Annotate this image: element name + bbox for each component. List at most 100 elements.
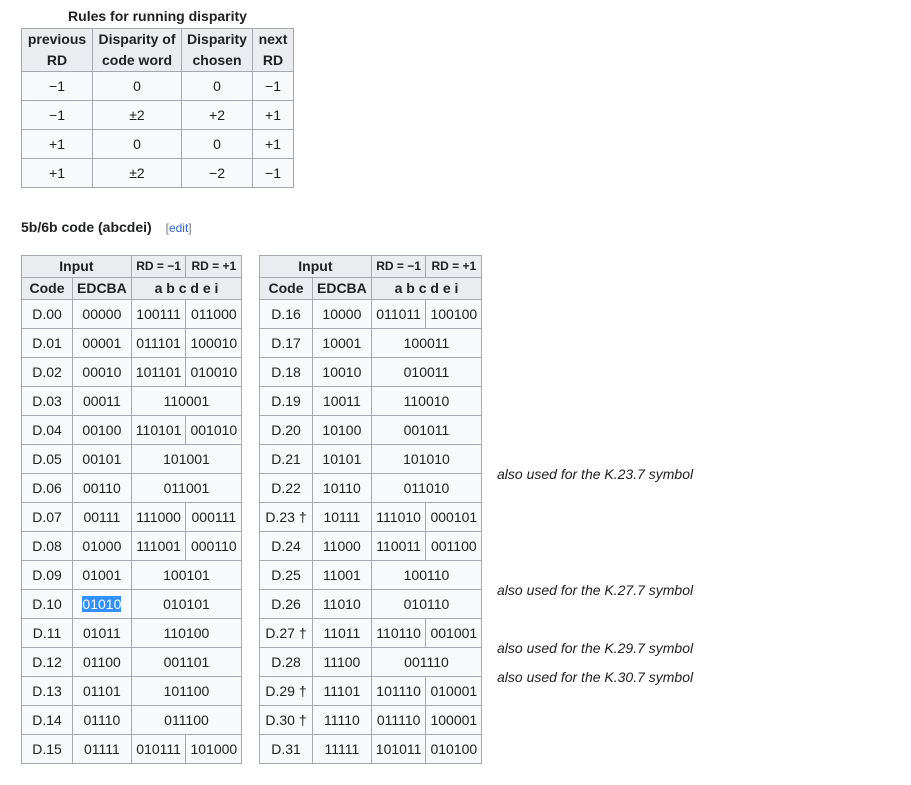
edcba-value: 11000 bbox=[322, 537, 361, 554]
table-row: D.18 10010 010011 bbox=[259, 357, 483, 387]
table-row: D.26 11010 010110 bbox=[259, 589, 483, 619]
table-row: D.00 00000 100111 011000 bbox=[21, 299, 243, 329]
abcdei-cell: 110001 bbox=[130, 386, 243, 416]
code-cell: D.21 bbox=[259, 444, 313, 474]
rd-row: +1 ±2 −2 −1 bbox=[21, 158, 294, 188]
edcba-value: 10001 bbox=[322, 334, 362, 351]
table-row: D.29 † 11101 101110 010001 bbox=[259, 676, 483, 706]
table-row: D.30 † 11110 011110 100001 bbox=[259, 705, 483, 735]
edcba-value: 01111 bbox=[83, 740, 120, 757]
table-row: D.28 11100 001110 bbox=[259, 647, 483, 677]
edcba-value: 11110 bbox=[323, 711, 360, 728]
header-input: Input bbox=[259, 255, 372, 278]
edcba-cell: 00010 bbox=[72, 357, 132, 387]
rd-minus-cell: 111010 bbox=[370, 502, 427, 532]
edcba-value: 01011 bbox=[82, 624, 121, 641]
edcba-cell: 10010 bbox=[312, 357, 372, 387]
code-cell: D.02 bbox=[21, 357, 73, 387]
edcba-value: 01001 bbox=[82, 566, 122, 583]
edcba-value: 00000 bbox=[82, 305, 122, 322]
rd-minus-cell: 110101 bbox=[130, 415, 187, 445]
abcdei-cell: 110010 bbox=[370, 386, 483, 416]
table-row: D.16 10000 011011 100100 bbox=[259, 299, 483, 329]
edcba-cell: 11101 bbox=[312, 676, 372, 706]
code-cell: D.03 bbox=[21, 386, 73, 416]
rd-plus-cell: 010001 bbox=[425, 676, 483, 706]
abcdei-cell: 110100 bbox=[130, 618, 243, 648]
code-cell: D.25 bbox=[259, 560, 313, 590]
edcba-cell: 11000 bbox=[312, 531, 372, 561]
edcba-value: 10100 bbox=[322, 421, 362, 438]
edit-link[interactable]: edit bbox=[168, 221, 189, 235]
rd-plus-cell: 011000 bbox=[185, 299, 243, 329]
code-cell: D.31 bbox=[259, 734, 313, 764]
edcba-value: 10010 bbox=[322, 363, 362, 380]
code-cell: D.00 bbox=[21, 299, 73, 329]
edcba-cell: 11111 bbox=[312, 734, 372, 764]
table-row: D.24 11000 110011 001100 bbox=[259, 531, 483, 561]
table-row: D.11 01011 110100 bbox=[21, 618, 243, 648]
edcba-cell: 10110 bbox=[312, 473, 372, 503]
edcba-value: 10110 bbox=[322, 479, 361, 496]
rd-plus-cell: 100100 bbox=[425, 299, 483, 329]
rd-plus-cell: 100010 bbox=[185, 328, 243, 358]
edcba-value: 00100 bbox=[82, 421, 122, 438]
abcdei-cell: 010011 bbox=[370, 357, 483, 387]
edcba-value: 00010 bbox=[82, 363, 122, 380]
abcdei-cell: 101100 bbox=[130, 676, 243, 706]
rd-minus-cell: 111000 bbox=[130, 502, 187, 532]
edcba-cell: 01011 bbox=[72, 618, 132, 648]
code-cell: D.12 bbox=[21, 647, 73, 677]
abcdei-cell: 011100 bbox=[130, 705, 243, 735]
rd-cell: −2 bbox=[181, 158, 253, 188]
code-cell: D.20 bbox=[259, 415, 313, 445]
edcba-value: 01101 bbox=[82, 682, 121, 699]
edcba-cell: 00101 bbox=[72, 444, 132, 474]
table-row: D.15 01111 010111 101000 bbox=[21, 734, 243, 764]
code-cell: D.30 † bbox=[259, 705, 313, 735]
code-cell: D.09 bbox=[21, 560, 73, 590]
rd-cell: 0 bbox=[181, 129, 253, 159]
edcba-value: 00101 bbox=[82, 450, 122, 467]
rd-cell: +2 bbox=[181, 100, 253, 130]
edcba-cell: 01110 bbox=[72, 705, 132, 735]
symbol-note: also used for the K.27.7 symbol bbox=[497, 582, 694, 598]
rd-cell: +1 bbox=[252, 100, 294, 130]
rd-cell: −1 bbox=[21, 71, 93, 101]
rd-row: −1 0 0 −1 bbox=[21, 71, 294, 101]
symbol-note: also used for the K.30.7 symbol bbox=[497, 669, 694, 685]
header-previous-rd: previous RD bbox=[21, 28, 93, 72]
running-disparity-table: Rules for running disparity previous RD … bbox=[21, 7, 294, 188]
edcba-cell: 01000 bbox=[72, 531, 132, 561]
edcba-cell: 00001 bbox=[72, 328, 132, 358]
edcba-value: 01100 bbox=[82, 653, 121, 670]
rd-row: −1 ±2 +2 +1 bbox=[21, 100, 294, 130]
header-rd-plus: RD = +1 bbox=[425, 255, 483, 278]
edcba-cell: 10011 bbox=[312, 386, 372, 416]
table-row: D.20 10100 001011 bbox=[259, 415, 483, 445]
edcba-value: 01000 bbox=[82, 537, 122, 554]
edcba-cell: 00000 bbox=[72, 299, 132, 329]
header-disparity-code-word: Disparity of code word bbox=[92, 28, 182, 72]
header-rd-plus: RD = +1 bbox=[185, 255, 243, 278]
running-disparity-caption: Rules for running disparity bbox=[68, 8, 247, 24]
table-row: D.07 00111 111000 000111 bbox=[21, 502, 243, 532]
table-row: D.01 00001 011101 100010 bbox=[21, 328, 243, 358]
header-edcba: EDCBA bbox=[72, 277, 132, 300]
edcba-cell: 11001 bbox=[312, 560, 372, 590]
rd-minus-cell: 011101 bbox=[130, 328, 187, 358]
code-cell: D.27 † bbox=[259, 618, 313, 648]
rd-minus-cell: 011110 bbox=[370, 705, 427, 735]
table-row: D.13 01101 101100 bbox=[21, 676, 243, 706]
rd-cell: +1 bbox=[21, 129, 93, 159]
code-cell: D.18 bbox=[259, 357, 313, 387]
header-code: Code bbox=[21, 277, 73, 300]
table-row: D.25 11001 100110 bbox=[259, 560, 483, 590]
rd-minus-cell: 101101 bbox=[130, 357, 187, 387]
symbol-note: also used for the K.23.7 symbol bbox=[497, 466, 694, 482]
abcdei-cell: 100101 bbox=[130, 560, 243, 590]
rd-plus-cell: 101000 bbox=[185, 734, 243, 764]
table-row: D.05 00101 101001 bbox=[21, 444, 243, 474]
edcba-value: 00011 bbox=[82, 392, 121, 409]
edcba-value: 10000 bbox=[322, 305, 362, 322]
